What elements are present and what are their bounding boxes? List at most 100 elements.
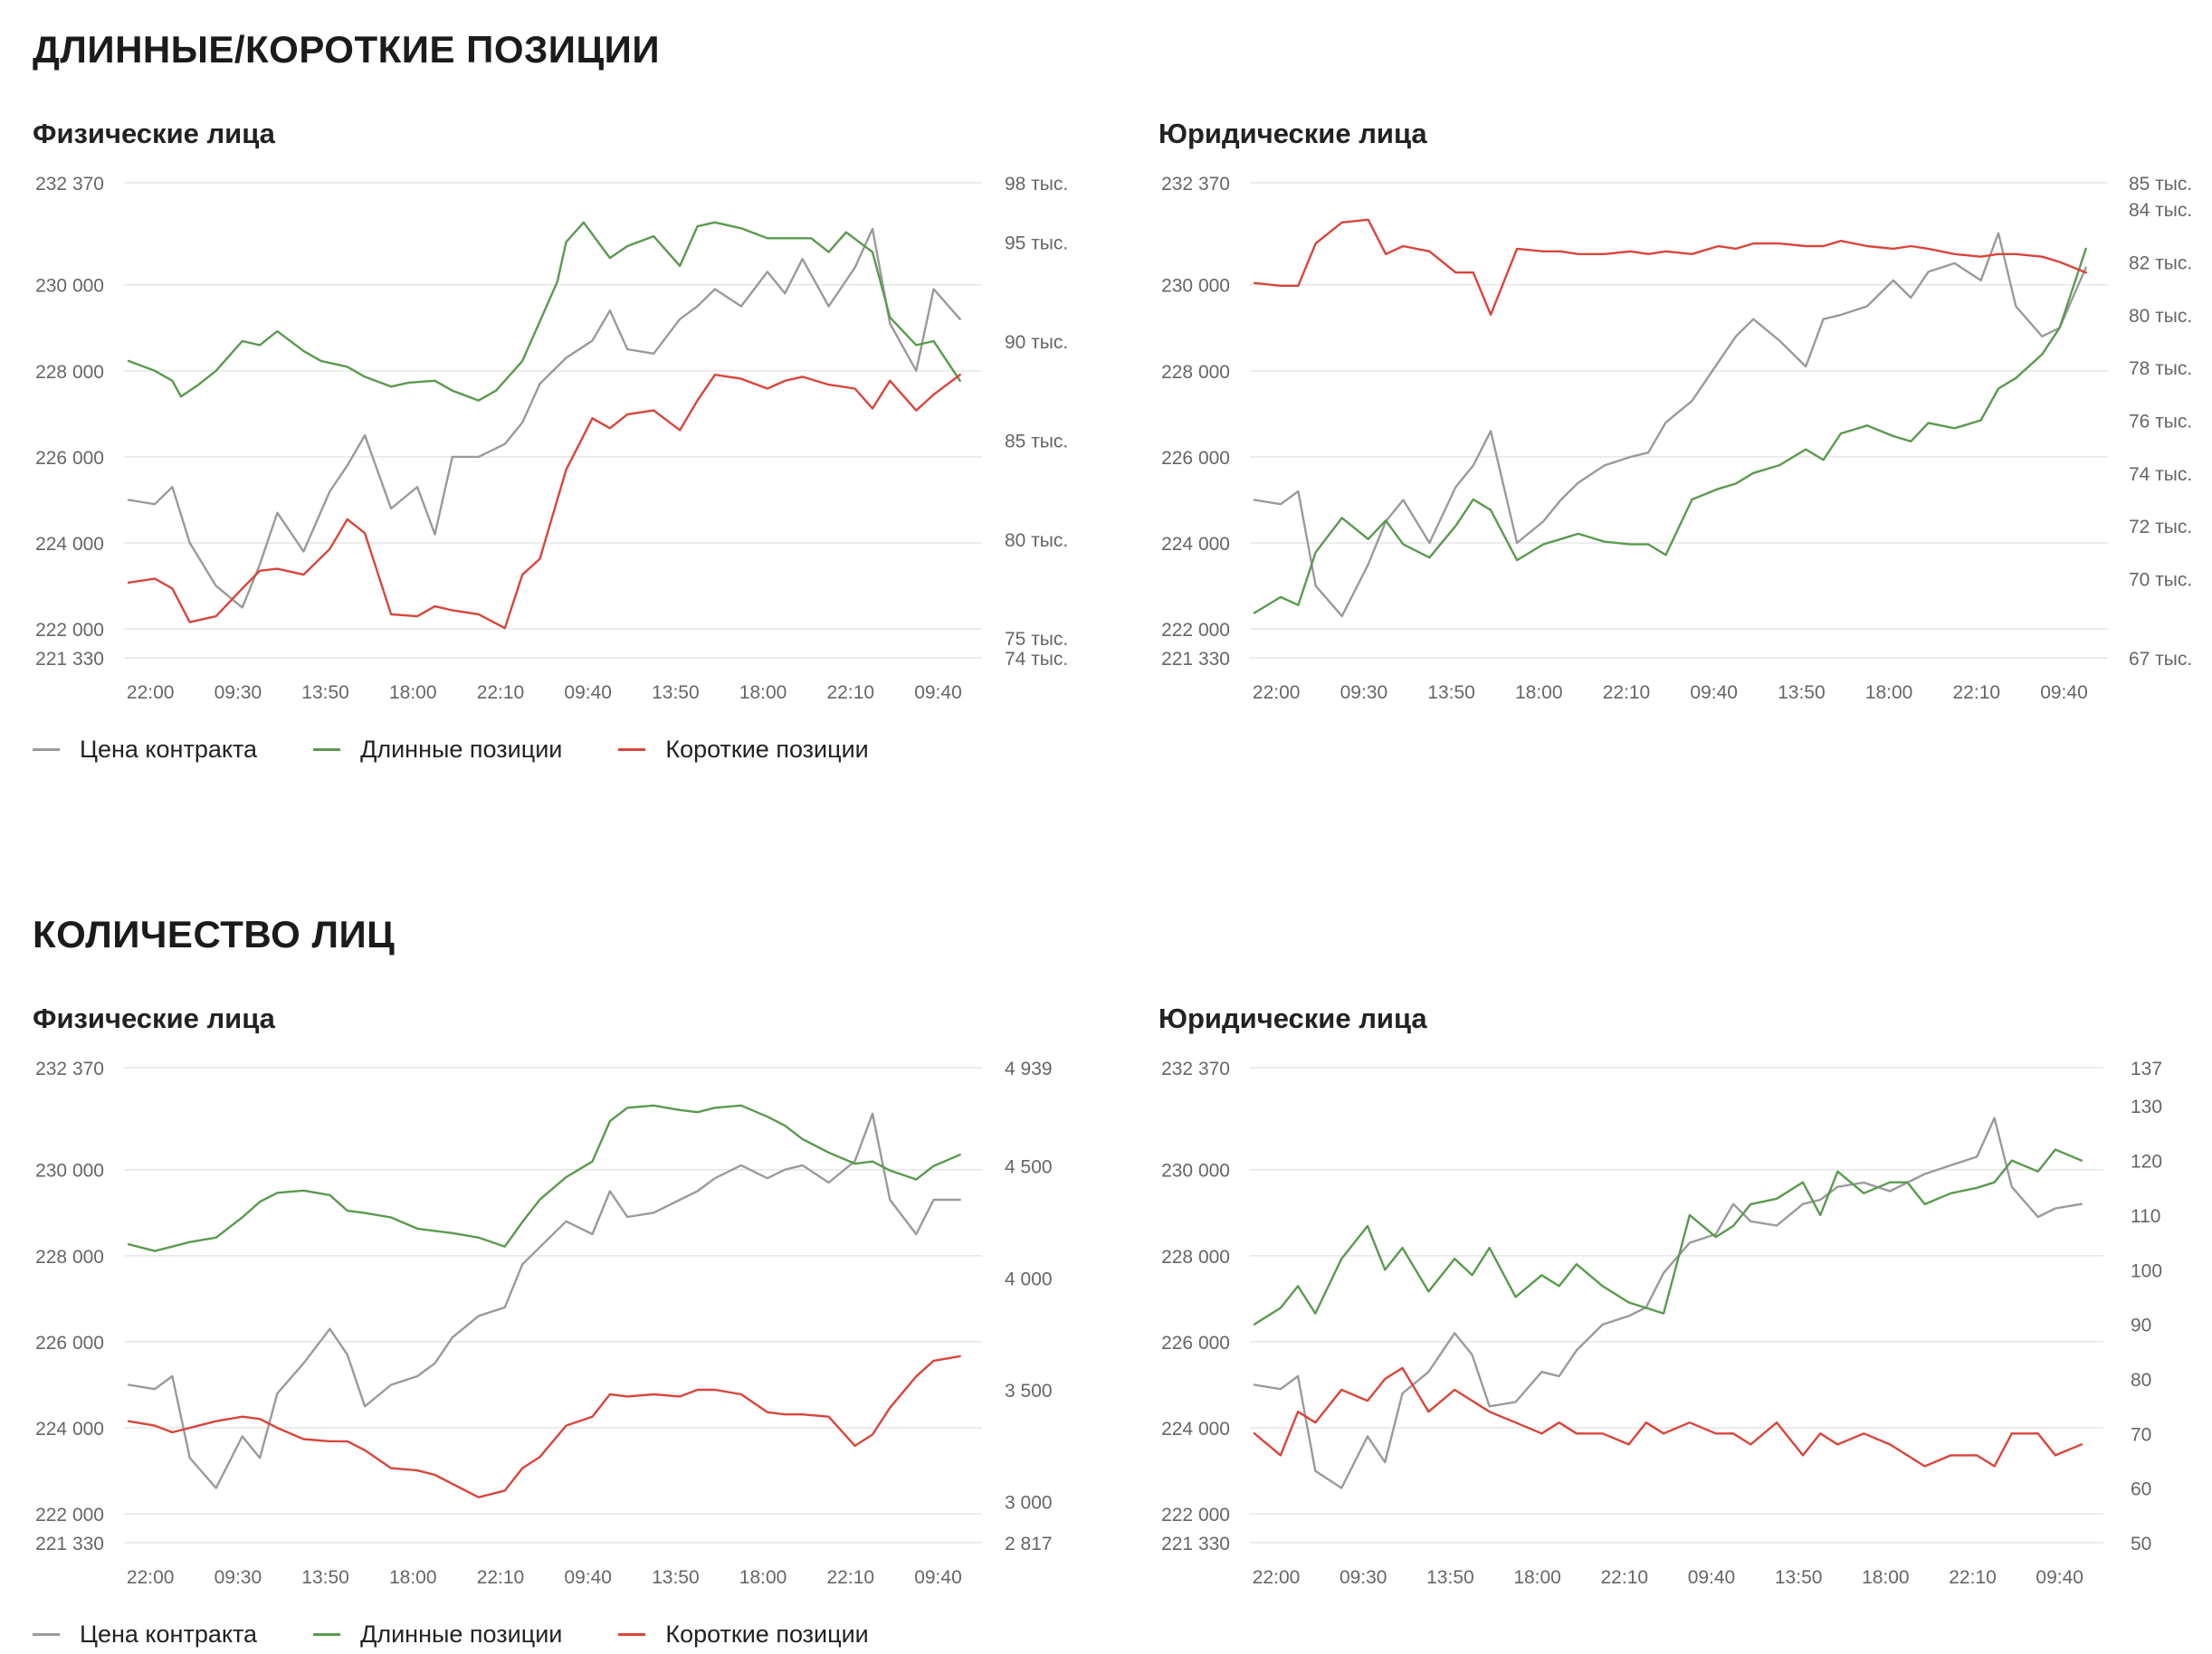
y-left-tick-label: 224 000 bbox=[35, 534, 104, 555]
x-tick-label: 13:50 bbox=[1775, 1567, 1823, 1588]
y-left-tick-label: 222 000 bbox=[1161, 1505, 1230, 1526]
y-left-tick-label: 226 000 bbox=[35, 1333, 104, 1354]
chart-count-individuals: 232 370 230 000 228 000 226 000 224 000 222 0… bbox=[35, 1059, 1053, 1588]
y-right-tick-label: 76 тыс. bbox=[2129, 412, 2192, 433]
legend-label-short: Короткие позиции bbox=[665, 736, 869, 763]
chart-title-positions-legal: Юридические лица bbox=[1158, 118, 1427, 149]
y-right-tick-label: 90 тыс. bbox=[1005, 332, 1068, 353]
x-tick-label: 09:30 bbox=[215, 682, 262, 703]
section-title-persons-count: КОЛИЧЕСТВО ЛИЦ bbox=[33, 913, 396, 955]
legend-label-price: Цена контракта bbox=[80, 1621, 258, 1648]
y-left-tick-label: 228 000 bbox=[35, 1247, 104, 1268]
x-tick-label: 09:40 bbox=[914, 1567, 962, 1588]
x-tick-label: 22:10 bbox=[1603, 682, 1651, 703]
y-left-tick-label: 230 000 bbox=[35, 1161, 104, 1182]
section-title-positions: ДЛИННЫЕ/КОРОТКИЕ ПОЗИЦИИ bbox=[33, 28, 661, 71]
y-right-tick-label: 74 тыс. bbox=[1005, 649, 1068, 670]
y-left-tick-label: 222 000 bbox=[35, 620, 104, 641]
legend-item-short[interactable]: Короткие позиции bbox=[618, 736, 869, 764]
x-tick-label: 09:30 bbox=[1340, 1567, 1387, 1588]
x-tick-label: 18:00 bbox=[1513, 1567, 1561, 1588]
x-tick-label: 09:40 bbox=[914, 682, 962, 703]
legend-positions: Цена контракта Длинные позиции Короткие … bbox=[33, 736, 925, 764]
x-tick-label: 13:50 bbox=[301, 1567, 349, 1588]
y-left-tick-label: 232 370 bbox=[1161, 174, 1230, 195]
y-right-tick-label: 4 000 bbox=[1005, 1269, 1053, 1289]
legend-item-long[interactable]: Длинные позиции bbox=[313, 736, 562, 764]
x-tick-label: 22:10 bbox=[827, 682, 875, 703]
y-left-tick-label: 224 000 bbox=[1161, 1419, 1230, 1440]
legend-swatch-long bbox=[313, 748, 341, 751]
y-left-tick-label: 230 000 bbox=[1161, 276, 1230, 297]
legend-item-price[interactable]: Цена контракта bbox=[33, 736, 257, 764]
y-left-tick-label: 230 000 bbox=[1161, 1161, 1230, 1182]
x-tick-label: 09:40 bbox=[564, 1567, 612, 1588]
legend-item-short[interactable]: Короткие позиции bbox=[618, 1621, 869, 1649]
y-left-tick-label: 228 000 bbox=[1161, 362, 1230, 383]
series-line-short bbox=[1253, 1366, 2083, 1468]
y-right-tick-label: 130 bbox=[2131, 1097, 2162, 1117]
y-left-tick-label: 221 330 bbox=[1161, 1534, 1230, 1554]
y-right-tick-label: 110 bbox=[2131, 1206, 2160, 1227]
y-left-tick-label: 230 000 bbox=[35, 276, 104, 297]
x-tick-label: 18:00 bbox=[1865, 682, 1913, 703]
y-left-tick-label: 221 330 bbox=[1161, 649, 1230, 670]
y-left-tick-label: 224 000 bbox=[1161, 534, 1230, 555]
x-tick-label: 09:40 bbox=[2040, 682, 2088, 703]
legend-label-long: Длинные позиции bbox=[360, 736, 563, 763]
x-tick-label: 09:30 bbox=[1340, 682, 1388, 703]
y-left-tick-label: 226 000 bbox=[1161, 1333, 1230, 1354]
y-right-tick-label: 67 тыс. bbox=[2129, 649, 2192, 670]
x-tick-label: 18:00 bbox=[1515, 682, 1563, 703]
series-line-long bbox=[1253, 1148, 2083, 1326]
y-right-tick-label: 95 тыс. bbox=[1005, 233, 1068, 254]
x-tick-label: 09:40 bbox=[564, 682, 612, 703]
x-tick-label: 22:10 bbox=[1953, 682, 2001, 703]
legend-swatch-price bbox=[33, 1633, 60, 1636]
y-right-tick-label: 85 тыс. bbox=[2129, 174, 2192, 195]
y-right-tick-label: 120 bbox=[2131, 1152, 2162, 1173]
x-tick-label: 18:00 bbox=[1862, 1567, 1910, 1588]
x-tick-label: 13:50 bbox=[652, 1567, 700, 1588]
y-right-tick-label: 75 тыс. bbox=[1005, 629, 1068, 650]
x-tick-label: 22:00 bbox=[127, 1567, 175, 1588]
y-right-tick-label: 3 500 bbox=[1005, 1381, 1053, 1402]
series-line-short bbox=[127, 1355, 961, 1498]
y-right-tick-label: 98 тыс. bbox=[1005, 174, 1068, 195]
chart-count-legal: 232 370 230 000 228 000 226 000 224 000 222 0… bbox=[1161, 1059, 2162, 1588]
legend-swatch-price bbox=[33, 748, 60, 751]
series-line-short bbox=[1253, 218, 2087, 317]
chart-title-positions-individuals: Физические лица bbox=[33, 118, 275, 149]
series-line-price bbox=[1253, 1117, 2083, 1489]
chart-positions-legal: 232 370 230 000 228 000 226 000 224 000 222 0… bbox=[1161, 174, 2192, 703]
y-left-tick-label: 232 370 bbox=[35, 174, 104, 195]
y-left-tick-label: 222 000 bbox=[1161, 620, 1230, 641]
legend-label-long: Длинные позиции bbox=[360, 1621, 563, 1648]
legend-label-price: Цена контракта bbox=[80, 736, 258, 763]
series-line-long bbox=[127, 1104, 961, 1252]
x-tick-label: 22:00 bbox=[1253, 682, 1301, 703]
y-right-tick-label: 4 939 bbox=[1005, 1059, 1053, 1079]
y-right-tick-label: 137 bbox=[2131, 1059, 2162, 1079]
y-right-tick-label: 80 тыс. bbox=[2129, 306, 2192, 327]
x-tick-label: 13:50 bbox=[652, 682, 700, 703]
x-tick-label: 18:00 bbox=[389, 1567, 437, 1588]
legend-persons-count: Цена контракта Длинные позиции Короткие … bbox=[33, 1621, 925, 1649]
chart-title-count-legal: Юридические лица bbox=[1158, 1003, 1427, 1034]
x-tick-label: 09:30 bbox=[215, 1567, 262, 1588]
x-tick-label: 22:00 bbox=[127, 682, 175, 703]
legend-item-long[interactable]: Длинные позиции bbox=[313, 1621, 562, 1649]
y-right-tick-label: 4 500 bbox=[1005, 1157, 1053, 1178]
series-line-short bbox=[127, 373, 961, 630]
x-tick-label: 22:10 bbox=[1601, 1567, 1649, 1588]
y-left-tick-label: 226 000 bbox=[35, 448, 104, 469]
legend-item-price[interactable]: Цена контракта bbox=[33, 1621, 257, 1649]
y-right-tick-label: 80 bbox=[2131, 1370, 2151, 1391]
y-right-tick-label: 70 тыс. bbox=[2129, 570, 2192, 591]
y-left-tick-label: 232 370 bbox=[35, 1059, 104, 1079]
x-tick-label: 13:50 bbox=[1778, 682, 1826, 703]
y-right-tick-label: 78 тыс. bbox=[2129, 358, 2192, 379]
y-left-tick-label: 228 000 bbox=[35, 362, 104, 383]
y-right-tick-label: 72 тыс. bbox=[2129, 517, 2192, 537]
y-right-tick-label: 84 тыс. bbox=[2129, 200, 2192, 221]
